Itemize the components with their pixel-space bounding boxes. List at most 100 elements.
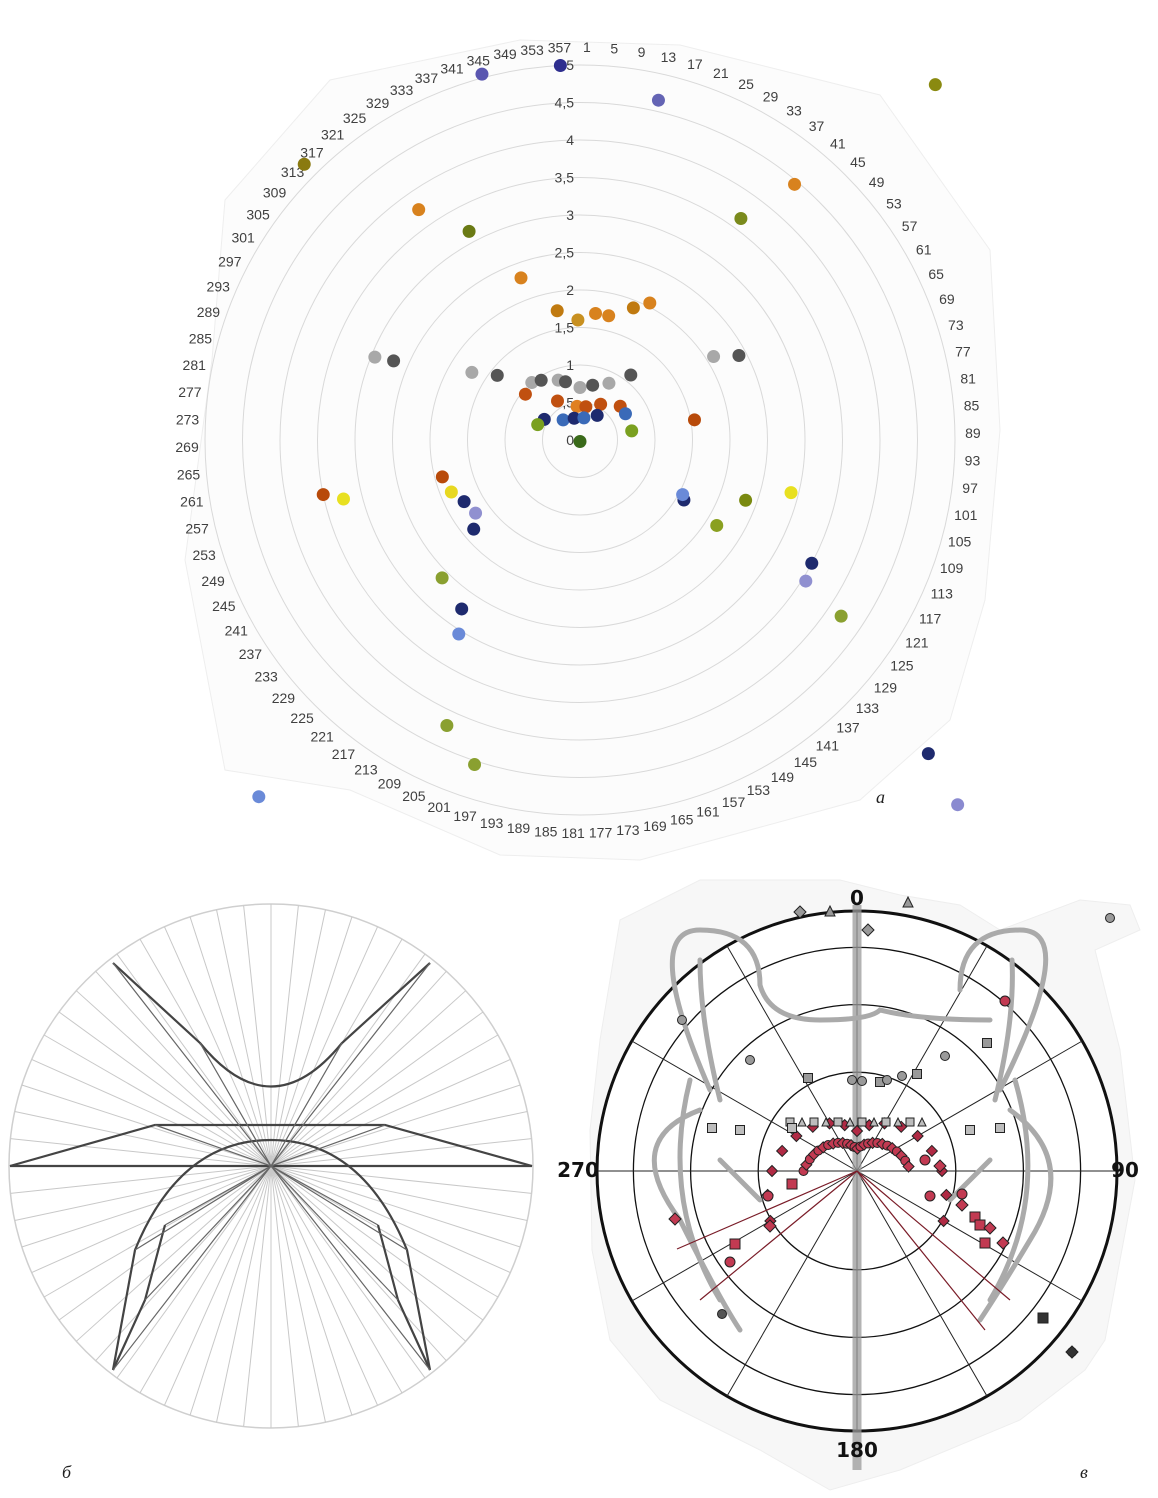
data-point <box>553 59 567 73</box>
marker-circle <box>745 1055 755 1065</box>
ray-line <box>154 1124 272 1167</box>
theta-tick-label: 25 <box>738 76 754 92</box>
spoke-line <box>270 1011 484 1167</box>
spoke-line <box>856 945 988 1172</box>
spoke-line <box>270 1165 353 1416</box>
theta-tick-label: 253 <box>192 547 216 563</box>
spoke-line <box>270 1111 528 1167</box>
contour-loop <box>717 1157 763 1203</box>
data-point <box>336 492 350 506</box>
marker-diamond <box>861 923 875 937</box>
data-point <box>626 301 640 315</box>
theta-tick-label: 229 <box>272 690 296 706</box>
spoke-line <box>216 1165 272 1423</box>
axis-label-90: 90 <box>1111 1158 1139 1182</box>
panel-label-v: в <box>1080 1462 1088 1482</box>
spoke-line <box>270 1165 511 1274</box>
axis-label-0: 0 <box>850 886 864 910</box>
theta-tick-label: 21 <box>713 65 729 81</box>
data-point <box>739 493 753 507</box>
spoke-line <box>726 1170 858 1397</box>
theta-tick-label: 89 <box>965 425 981 441</box>
theta-tick-label: 121 <box>905 634 929 650</box>
spoke-line <box>631 1170 858 1302</box>
spoke-line <box>31 1165 272 1274</box>
theta-tick-label: 289 <box>197 304 221 320</box>
ray-line <box>270 1165 431 1371</box>
marker-diamond <box>925 1144 939 1158</box>
data-point <box>252 790 266 804</box>
marker-circle <box>857 1076 867 1086</box>
spoke-line <box>270 1084 521 1167</box>
spoke-line <box>10 1165 272 1194</box>
data-point <box>534 373 548 387</box>
theta-tick-label: 157 <box>722 794 746 810</box>
contour-loop <box>697 957 723 1103</box>
spoke-line <box>270 1165 447 1362</box>
spoke-line <box>270 1165 521 1248</box>
marker-square <box>857 1117 867 1127</box>
theta-tick-label: 61 <box>916 241 932 257</box>
spoke-line <box>43 1034 272 1167</box>
marker-circle <box>717 1309 727 1319</box>
marker-diamond <box>955 1198 969 1212</box>
marker-diamond <box>775 1144 789 1158</box>
data-point <box>577 411 591 425</box>
spoke-line <box>270 1165 326 1423</box>
theta-tick-label: 341 <box>440 60 464 76</box>
marker-triangle <box>797 1116 807 1127</box>
theta-tick-label: 133 <box>856 700 880 716</box>
ray-line <box>144 1165 272 1301</box>
spoke-line <box>726 945 858 1172</box>
marker-square <box>974 1219 986 1231</box>
spoke-line <box>270 1165 426 1379</box>
grid-circle <box>467 327 693 553</box>
r-tick-label: 2 <box>566 282 574 298</box>
marker-square <box>735 1125 745 1135</box>
data-point <box>462 224 476 238</box>
data-point <box>710 518 724 532</box>
red-ray <box>676 1170 858 1250</box>
marker-circle <box>924 1190 936 1202</box>
marker-square <box>982 1038 992 1048</box>
ray-line <box>164 1165 272 1226</box>
marker-circle <box>897 1071 907 1081</box>
theta-tick-label: 189 <box>507 820 531 836</box>
data-point <box>475 67 489 81</box>
data-point <box>297 157 311 171</box>
theta-tick-label: 197 <box>453 808 477 824</box>
marker-diamond <box>902 1160 915 1173</box>
theta-tick-label: 29 <box>763 88 779 104</box>
spoke-line <box>270 990 467 1167</box>
theta-tick-label: 137 <box>836 719 860 735</box>
marker-circle <box>847 1075 857 1085</box>
data-point <box>468 758 482 772</box>
ray-line <box>270 1165 379 1226</box>
data-point <box>465 365 479 379</box>
spoke-line <box>270 1165 528 1221</box>
r-tick-label: 4,5 <box>555 95 575 111</box>
r-tick-label: 2,5 <box>555 245 575 261</box>
data-point <box>435 470 449 484</box>
data-point <box>457 495 471 509</box>
theta-tick-label: 81 <box>960 371 976 387</box>
theta-tick-label: 97 <box>962 480 978 496</box>
data-point <box>567 411 581 425</box>
marker-diamond <box>765 1164 779 1178</box>
marker-square <box>881 1117 891 1127</box>
marker-diamond <box>763 1219 777 1233</box>
marker-square <box>707 1123 717 1133</box>
theta-tick-label: 13 <box>661 49 677 65</box>
marker-square <box>905 1117 915 1127</box>
spoke-line <box>270 1165 467 1342</box>
spoke-line <box>95 970 272 1167</box>
theta-tick-label: 325 <box>343 110 367 126</box>
spoke-line <box>270 970 447 1167</box>
marker-square <box>803 1073 813 1083</box>
data-point <box>490 368 504 382</box>
spoke-line <box>856 1170 988 1397</box>
ray-line <box>112 1165 272 1371</box>
theta-tick-label: 5 <box>610 40 618 56</box>
data-point <box>514 271 528 285</box>
data-point <box>602 376 616 390</box>
